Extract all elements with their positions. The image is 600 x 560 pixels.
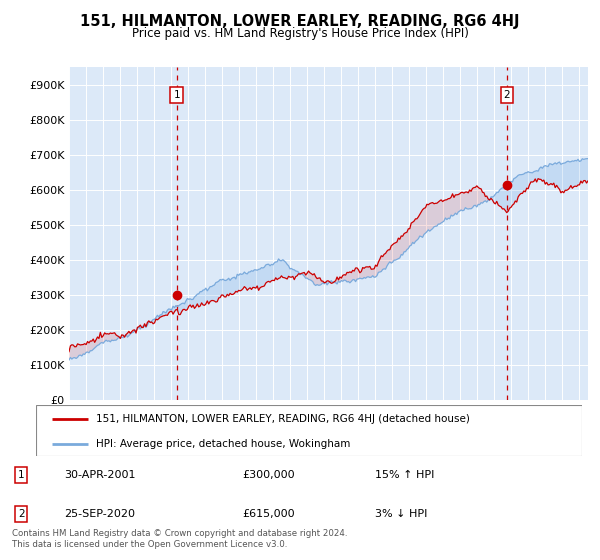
Text: 2: 2 [18, 509, 25, 519]
Text: 30-APR-2001: 30-APR-2001 [64, 470, 136, 479]
Text: £615,000: £615,000 [242, 509, 295, 519]
Text: 151, HILMANTON, LOWER EARLEY, READING, RG6 4HJ (detached house): 151, HILMANTON, LOWER EARLEY, READING, R… [96, 414, 470, 424]
Text: 25-SEP-2020: 25-SEP-2020 [64, 509, 135, 519]
Text: Contains HM Land Registry data © Crown copyright and database right 2024.
This d: Contains HM Land Registry data © Crown c… [12, 529, 347, 549]
Text: HPI: Average price, detached house, Wokingham: HPI: Average price, detached house, Woki… [96, 438, 350, 449]
Text: Price paid vs. HM Land Registry's House Price Index (HPI): Price paid vs. HM Land Registry's House … [131, 27, 469, 40]
Text: 1: 1 [18, 470, 25, 479]
Text: £300,000: £300,000 [242, 470, 295, 479]
Text: 15% ↑ HPI: 15% ↑ HPI [375, 470, 434, 479]
FancyBboxPatch shape [36, 405, 582, 456]
Text: 151, HILMANTON, LOWER EARLEY, READING, RG6 4HJ: 151, HILMANTON, LOWER EARLEY, READING, R… [80, 14, 520, 29]
Text: 3% ↓ HPI: 3% ↓ HPI [375, 509, 427, 519]
Text: 2: 2 [503, 90, 510, 100]
Text: 1: 1 [173, 90, 180, 100]
